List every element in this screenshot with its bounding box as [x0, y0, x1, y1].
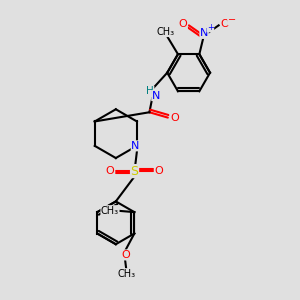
Text: N: N: [152, 91, 160, 100]
Text: O: O: [122, 250, 130, 260]
Text: O: O: [106, 166, 115, 176]
Text: CH₃: CH₃: [101, 206, 119, 216]
Text: CH₃: CH₃: [118, 268, 136, 279]
Text: O: O: [154, 166, 163, 176]
Text: CH₃: CH₃: [156, 27, 174, 37]
Text: O: O: [178, 19, 188, 29]
Text: O: O: [170, 112, 179, 123]
Text: S: S: [130, 165, 139, 178]
Text: O: O: [221, 19, 230, 29]
Text: N: N: [131, 141, 140, 151]
Text: +: +: [207, 23, 214, 32]
Text: −: −: [228, 15, 236, 25]
Text: N: N: [200, 28, 208, 38]
Text: H: H: [146, 86, 154, 96]
